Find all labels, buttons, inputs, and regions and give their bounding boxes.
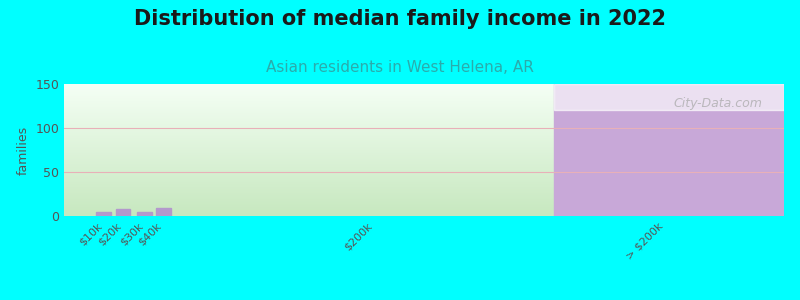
Bar (116, 209, 130, 216)
Text: Distribution of median family income in 2022: Distribution of median family income in … (134, 9, 666, 29)
Bar (156, 208, 170, 216)
Bar (138, 212, 152, 216)
Bar (554, 84, 784, 110)
Bar (97, 212, 110, 216)
Text: Asian residents in West Helena, AR: Asian residents in West Helena, AR (266, 60, 534, 75)
Text: City-Data.com: City-Data.com (674, 97, 762, 110)
Bar (554, 84, 784, 216)
Y-axis label: families: families (17, 125, 30, 175)
